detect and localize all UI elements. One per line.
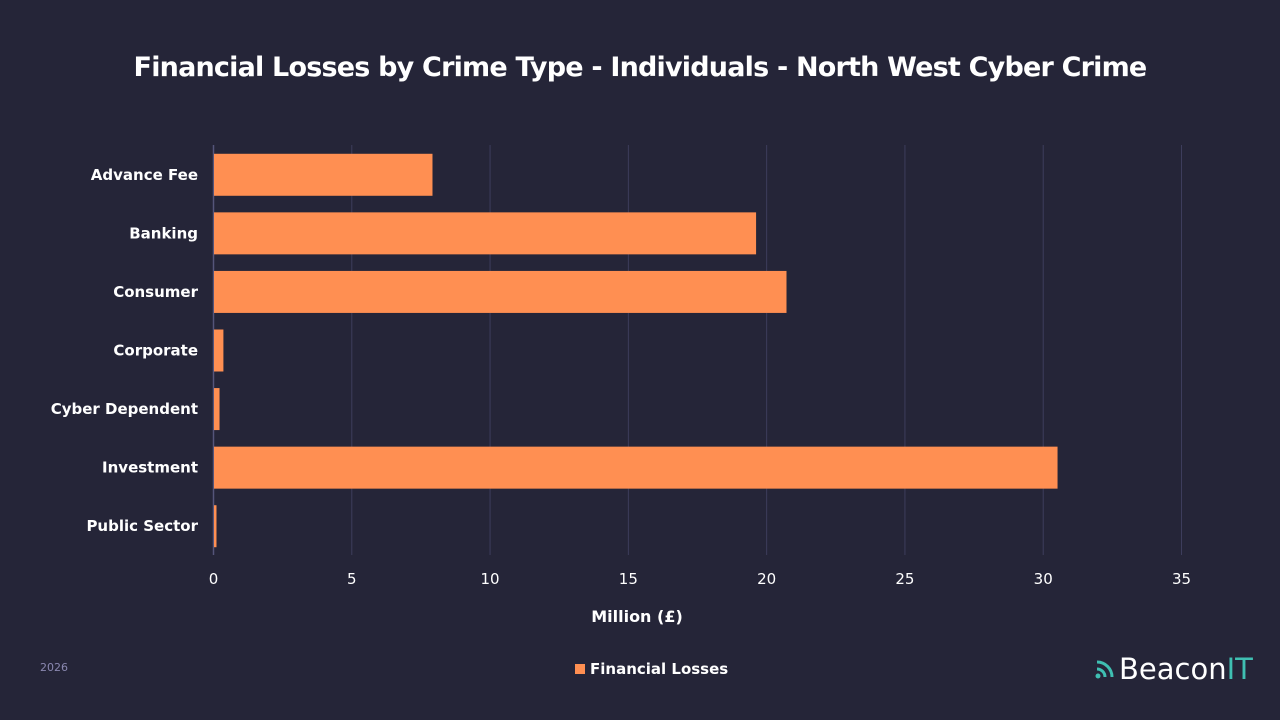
y-tick-label: Banking — [129, 224, 198, 242]
y-tick-label: Consumer — [113, 283, 198, 301]
signal-icon — [1095, 660, 1114, 679]
y-tick-label: Cyber Dependent — [51, 400, 198, 418]
beaconit-logo: Beacon IT — [1094, 652, 1253, 686]
legend[interactable]: Financial Losses — [575, 660, 728, 678]
y-tick-label: Investment — [102, 459, 198, 477]
y-tick-label: Public Sector — [86, 517, 198, 535]
bar — [214, 505, 217, 548]
x-tick-label: 20 — [757, 570, 776, 588]
x-tick-label: 15 — [619, 570, 638, 588]
x-tick-label: 25 — [895, 570, 914, 588]
footer-year: 2026 — [40, 661, 68, 674]
bar — [214, 329, 224, 372]
logo-accent: IT — [1226, 652, 1253, 686]
chart-title: Financial Losses by Crime Type - Individ… — [133, 52, 1148, 83]
y-tick-label: Advance Fee — [91, 166, 198, 184]
bar — [214, 270, 787, 313]
legend-label: Financial Losses — [590, 660, 729, 678]
bar — [214, 446, 1058, 489]
bar — [214, 212, 757, 255]
x-tick-label: 35 — [1172, 570, 1191, 588]
logo-text: Beacon — [1119, 652, 1227, 686]
x-axis-label: Million (£) — [591, 607, 683, 626]
x-tick-label: 0 — [209, 570, 219, 588]
legend-swatch — [575, 664, 585, 674]
x-tick-label: 5 — [347, 570, 357, 588]
bar — [214, 153, 433, 196]
x-tick-label: 10 — [481, 570, 500, 588]
y-tick-label: Corporate — [113, 342, 198, 360]
x-tick-label: 30 — [1034, 570, 1053, 588]
bar — [214, 388, 220, 431]
